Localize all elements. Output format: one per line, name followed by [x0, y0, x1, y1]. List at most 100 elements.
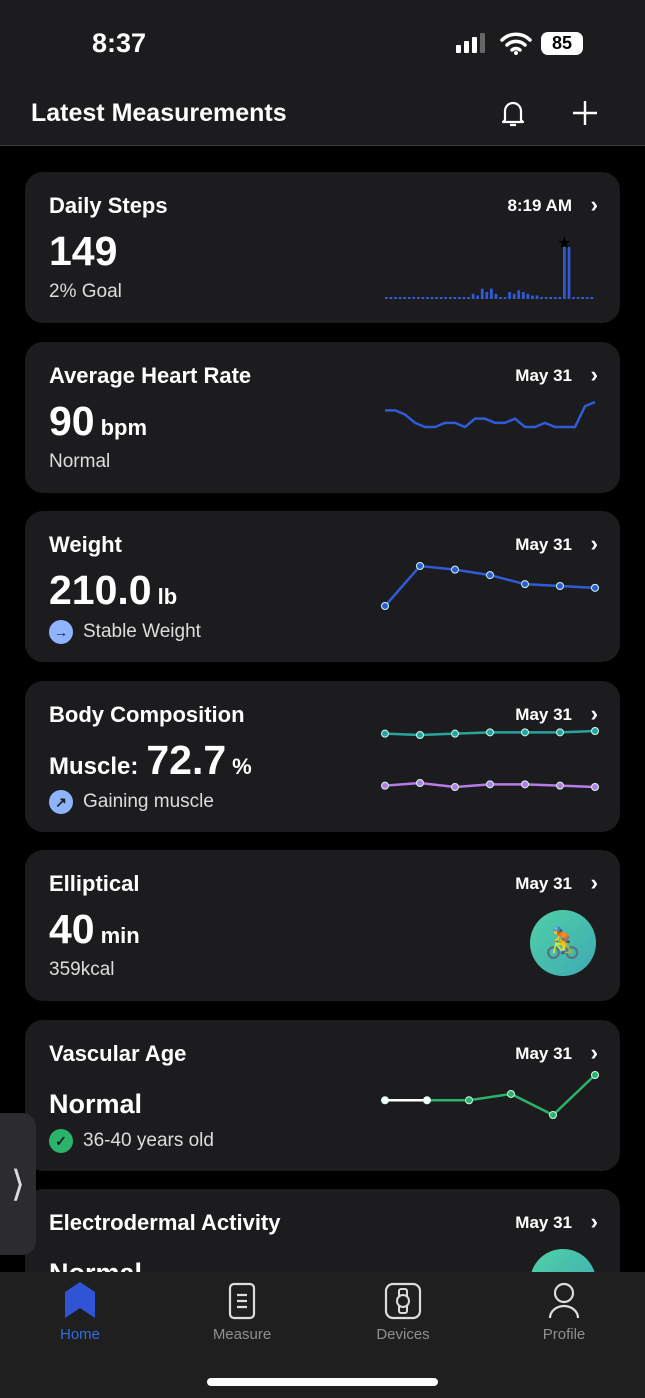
nav-label: Profile	[542, 1326, 586, 1343]
data-point	[416, 779, 424, 787]
step-bar	[499, 297, 502, 299]
step-bar	[471, 293, 475, 299]
step-bar	[490, 288, 493, 299]
nav-home[interactable]: Home	[20, 1282, 140, 1343]
step-bar	[494, 293, 498, 299]
home-indicator	[207, 1378, 438, 1386]
value-unit: min	[100, 923, 140, 948]
sparkline-chart: ★	[385, 235, 594, 299]
value-number: Normal	[49, 1089, 143, 1119]
step-bar	[412, 297, 416, 299]
data-point	[416, 731, 424, 739]
data-point	[465, 1096, 473, 1105]
header: 8:37 85 Latest Measurements	[0, 0, 645, 146]
arrow-right-icon: →	[49, 620, 73, 644]
step-bar	[421, 297, 425, 299]
card-subtitle: → Stable Weight	[49, 620, 201, 644]
card-title: Electrodermal Activity	[49, 1210, 281, 1235]
step-bar	[512, 293, 516, 299]
battery-indicator: 85	[541, 32, 583, 55]
data-point	[381, 1096, 389, 1105]
chevron-right-icon[interactable]: ›	[590, 192, 598, 217]
card-value: Normal	[49, 1076, 142, 1123]
step-bar	[389, 297, 393, 299]
cycling-icon: 🚴	[530, 910, 596, 976]
subtitle-text: Normal	[49, 451, 111, 472]
data-point	[556, 728, 564, 737]
side-drawer-handle[interactable]: ⟩	[0, 1113, 36, 1255]
card-weight[interactable]: Weight May 31 › 210.0 lb → Stable Weight	[25, 511, 620, 662]
nav-profile[interactable]: Profile	[504, 1282, 624, 1343]
card-daily-steps[interactable]: Daily Steps 8:19 AM › 149 2% Goal ★	[25, 172, 620, 323]
chevron-right-icon[interactable]: ›	[590, 531, 598, 556]
step-bar	[435, 297, 438, 299]
subtitle-text: 2% Goal	[49, 281, 122, 302]
data-point	[521, 780, 529, 789]
card-subtitle: Normal	[49, 451, 110, 473]
step-bar	[403, 297, 406, 299]
value-unit: bpm	[100, 415, 148, 440]
home-icon	[65, 1282, 95, 1318]
card-title: Weight	[49, 532, 122, 557]
card-vascular-age[interactable]: Vascular Age May 31 › Normal ✓ 36-40 years…	[25, 1020, 620, 1171]
card-subtitle: 359kcal	[49, 959, 115, 981]
bell-icon[interactable]	[496, 96, 530, 130]
card-date: 8:19 AM	[507, 196, 572, 215]
nav-measure[interactable]: Measure	[182, 1282, 302, 1343]
data-point	[451, 729, 459, 738]
nav-devices[interactable]: Devices	[343, 1282, 463, 1343]
data-point	[451, 783, 459, 791]
card-title: Body Composition	[49, 702, 245, 727]
data-point	[556, 781, 564, 790]
wifi-icon	[500, 32, 532, 55]
chevron-right-icon[interactable]: ›	[590, 701, 598, 726]
data-point	[591, 727, 599, 735]
card-value: 90 bpm	[49, 398, 147, 445]
step-bar	[531, 295, 534, 299]
card-value: 210.0 lb	[49, 567, 177, 614]
value-number: 210.0	[49, 567, 152, 613]
card-date: May 31	[515, 705, 572, 724]
step-bar	[549, 297, 553, 299]
step-bar	[444, 297, 448, 299]
chevron-right-icon[interactable]: ›	[590, 1209, 598, 1234]
clipboard-icon	[228, 1282, 256, 1320]
add-icon[interactable]	[568, 96, 602, 130]
step-bar	[508, 292, 511, 299]
chevron-right-icon[interactable]: ›	[590, 870, 598, 895]
card-value: 149	[49, 228, 117, 275]
step-bar	[567, 247, 571, 299]
value-number: 40	[49, 906, 95, 952]
sparkline-chart	[381, 727, 599, 791]
check-icon: ✓	[49, 1129, 73, 1153]
value-unit: %	[232, 754, 252, 779]
data-point	[507, 1089, 515, 1098]
step-bar	[585, 297, 589, 299]
data-point	[549, 1111, 557, 1119]
step-bar	[540, 297, 543, 299]
nav-label: Devices	[376, 1326, 430, 1343]
card-date: May 31	[515, 874, 572, 893]
step-bar	[416, 297, 420, 299]
value-number: 90	[49, 398, 95, 444]
card-elliptical[interactable]: Elliptical May 31 › 40 min 359kcal 🚴	[25, 850, 620, 1001]
chevron-right-icon[interactable]: ›	[590, 362, 598, 387]
signal-icon	[456, 33, 485, 53]
step-bar	[462, 297, 466, 299]
card-date: May 31	[515, 535, 572, 554]
sparkline-chart	[385, 400, 596, 429]
step-bar	[563, 247, 566, 299]
person-icon	[548, 1282, 580, 1319]
card-body-composition[interactable]: Body Composition May 31 › Muscle: 72.7% ↗ G…	[25, 681, 620, 832]
step-bar	[590, 297, 594, 299]
data-point	[381, 781, 389, 790]
bottom-nav: Home Measure Devices Profile	[0, 1272, 645, 1398]
subtitle-text: Gaining muscle	[83, 791, 214, 812]
card-title: Elliptical	[49, 871, 140, 896]
card-value: 40 min	[49, 906, 140, 953]
value-number: 149	[49, 228, 118, 274]
card-average-heart-rate[interactable]: Average Heart Rate May 31 › 90 bpm Normal	[25, 342, 620, 493]
chevron-right-icon[interactable]: ›	[590, 1040, 598, 1065]
sparkline-chart	[381, 562, 599, 610]
step-bar	[576, 297, 580, 299]
